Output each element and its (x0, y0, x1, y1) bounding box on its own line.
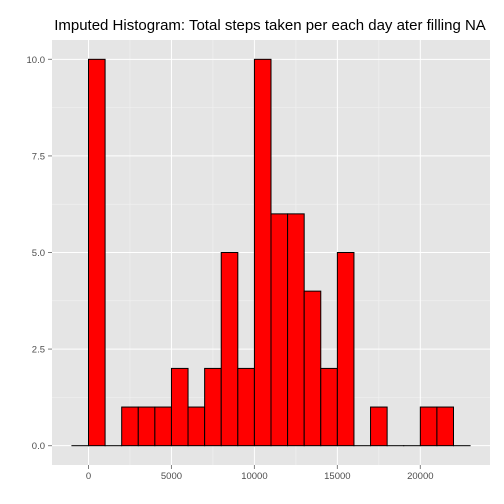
histogram-bar (270, 213, 289, 447)
histogram-bar (121, 406, 139, 447)
histogram-bar (187, 406, 206, 447)
x-tick-label: 5000 (161, 471, 182, 482)
histogram-bar (253, 58, 272, 447)
y-tick-label: 5.0 (32, 248, 45, 259)
y-axis: 0.0 2.5 5.0 7.5 10.0 (27, 55, 52, 452)
y-tick-label: 2.5 (32, 345, 45, 356)
histogram-bar (237, 367, 255, 447)
histogram-bar (336, 252, 355, 447)
histogram-bar (370, 406, 388, 447)
histogram-bar (419, 406, 438, 447)
chart-title: Imputed Histogram: Total steps taken per… (54, 17, 486, 34)
histogram-bar (170, 367, 189, 447)
histogram-bar (204, 367, 222, 447)
histogram-bar (88, 58, 106, 447)
histogram-bar (320, 367, 338, 447)
histogram-bar (303, 290, 322, 447)
histogram-bar (287, 213, 305, 447)
histogram-bar (154, 406, 172, 447)
histogram-bar (220, 252, 239, 447)
histogram-bars (71, 58, 471, 447)
x-tick-label: 10000 (241, 471, 267, 482)
y-tick-label: 10.0 (27, 55, 46, 66)
histogram-bar (137, 406, 156, 447)
x-tick-label: 20000 (407, 471, 433, 482)
x-tick-label: 0 (86, 471, 91, 482)
x-axis: 0 5000 10000 15000 20000 (86, 465, 434, 482)
y-tick-label: 7.5 (32, 151, 45, 162)
x-tick-label: 15000 (324, 471, 350, 482)
y-tick-label: 0.0 (32, 441, 45, 452)
histogram-bar (436, 406, 454, 447)
